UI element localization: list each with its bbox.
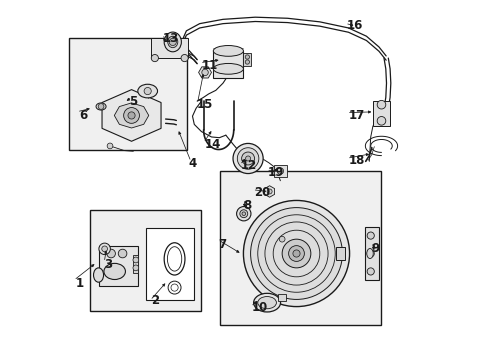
Circle shape: [118, 249, 126, 258]
Bar: [364, 226, 379, 280]
Text: 10: 10: [251, 301, 267, 314]
Circle shape: [181, 54, 188, 62]
Circle shape: [282, 239, 310, 268]
Ellipse shape: [164, 32, 181, 52]
Ellipse shape: [96, 103, 106, 110]
Circle shape: [144, 87, 151, 95]
Circle shape: [237, 148, 258, 169]
Ellipse shape: [366, 248, 372, 258]
Circle shape: [288, 246, 304, 261]
Bar: [273, 165, 286, 177]
Ellipse shape: [93, 268, 103, 282]
Circle shape: [202, 69, 208, 76]
Circle shape: [239, 210, 247, 218]
Text: 16: 16: [346, 19, 362, 32]
Ellipse shape: [138, 84, 157, 98]
Text: 4: 4: [188, 157, 197, 170]
Circle shape: [106, 249, 115, 258]
Circle shape: [244, 60, 249, 64]
Text: 8: 8: [243, 199, 251, 212]
Circle shape: [277, 168, 283, 174]
Circle shape: [292, 250, 300, 257]
Circle shape: [107, 143, 113, 149]
Text: 13: 13: [163, 32, 179, 45]
Bar: [133, 255, 138, 273]
Text: 14: 14: [204, 138, 220, 150]
Circle shape: [241, 152, 254, 165]
Polygon shape: [198, 67, 211, 78]
Bar: [213, 51, 243, 78]
Bar: [243, 53, 251, 66]
Text: 5: 5: [129, 95, 137, 108]
Bar: [150, 39, 188, 58]
Circle shape: [123, 108, 139, 123]
Circle shape: [102, 246, 107, 252]
Bar: [99, 246, 138, 286]
Text: 18: 18: [348, 154, 364, 167]
Bar: [90, 211, 201, 311]
Circle shape: [133, 265, 139, 271]
Polygon shape: [264, 186, 274, 197]
Bar: [372, 101, 389, 126]
Bar: [220, 171, 380, 325]
Circle shape: [242, 212, 245, 216]
Bar: [277, 294, 286, 301]
Circle shape: [366, 250, 373, 257]
Circle shape: [133, 257, 139, 263]
Circle shape: [245, 156, 250, 161]
Ellipse shape: [104, 264, 125, 279]
Text: 9: 9: [371, 242, 379, 255]
Text: 3: 3: [104, 258, 112, 271]
Circle shape: [376, 117, 385, 125]
Text: 15: 15: [197, 98, 213, 111]
Text: 1: 1: [75, 278, 83, 291]
Circle shape: [250, 208, 342, 300]
Text: 20: 20: [254, 186, 270, 199]
Circle shape: [366, 232, 373, 239]
Text: 12: 12: [241, 159, 257, 172]
Bar: [335, 247, 344, 260]
Ellipse shape: [257, 297, 276, 309]
Circle shape: [98, 104, 104, 109]
Text: 11: 11: [201, 59, 217, 72]
Circle shape: [366, 268, 373, 275]
Circle shape: [151, 54, 158, 62]
Ellipse shape: [167, 36, 178, 48]
Circle shape: [244, 55, 249, 59]
Polygon shape: [102, 90, 161, 141]
Text: 6: 6: [79, 109, 87, 122]
Text: 17: 17: [348, 109, 364, 122]
Circle shape: [266, 189, 271, 194]
Ellipse shape: [213, 45, 243, 56]
Text: 19: 19: [267, 166, 284, 179]
Circle shape: [236, 207, 250, 221]
Circle shape: [99, 243, 110, 255]
Bar: [145, 228, 194, 300]
Circle shape: [128, 112, 135, 119]
Circle shape: [169, 39, 176, 45]
Text: 7: 7: [218, 238, 226, 251]
Text: 2: 2: [151, 294, 159, 307]
Circle shape: [243, 201, 349, 307]
Polygon shape: [114, 103, 148, 128]
Ellipse shape: [253, 293, 280, 312]
Circle shape: [376, 100, 385, 109]
Circle shape: [233, 143, 263, 174]
Bar: [69, 39, 187, 149]
Circle shape: [279, 236, 285, 242]
Ellipse shape: [213, 63, 243, 74]
